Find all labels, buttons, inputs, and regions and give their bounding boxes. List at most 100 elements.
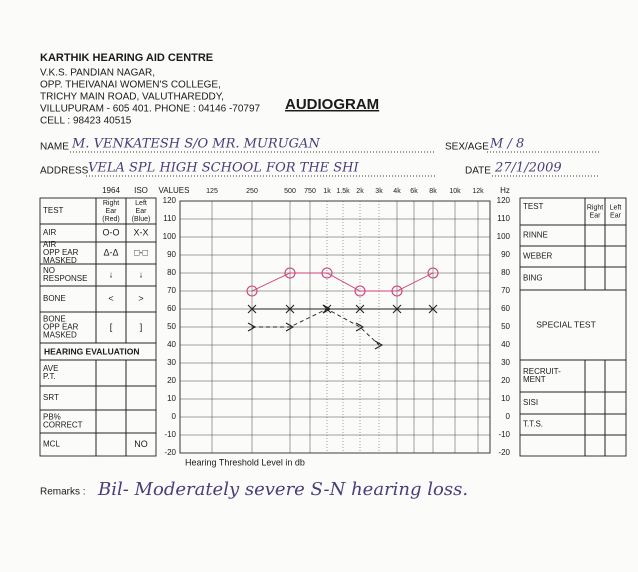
x-tick-label: 4k bbox=[393, 188, 401, 195]
cell-text: SISI bbox=[523, 398, 538, 407]
address-line: TRICHY MAIN ROAD, VALUTHAREDDY, bbox=[40, 92, 224, 103]
cell-text: AIR bbox=[43, 240, 57, 249]
table-cell bbox=[604, 224, 627, 247]
title: AUDIOGRAM bbox=[285, 96, 379, 113]
cell-text: BONE bbox=[43, 294, 66, 303]
y-tick-label: 90 bbox=[167, 250, 176, 259]
x-tick-label: 12k bbox=[472, 188, 484, 195]
remarks-text: Bil- Moderately severe S-N hearing loss. bbox=[97, 479, 468, 500]
marker bbox=[354, 285, 366, 297]
sex-age-label: SEX/AGE bbox=[445, 142, 489, 153]
cell-text: OPP EAR bbox=[43, 323, 79, 332]
marker bbox=[321, 267, 333, 279]
name-label: NAME bbox=[40, 142, 69, 153]
y-tick-label: -20 bbox=[498, 448, 510, 457]
y-title: VALUES bbox=[159, 186, 190, 195]
marker bbox=[247, 322, 257, 332]
y-tick-label: 110 bbox=[497, 214, 510, 223]
hz-label: Hz bbox=[500, 186, 510, 195]
cell-text: WEBER bbox=[523, 252, 553, 261]
standard-label: ISO bbox=[134, 186, 148, 195]
cell-text: Right bbox=[103, 200, 119, 207]
cell-text: PB% bbox=[43, 413, 61, 422]
y-tick-label: 20 bbox=[501, 376, 510, 385]
y-tick-label: -10 bbox=[498, 430, 510, 439]
table-cell bbox=[604, 266, 627, 291]
cell-text: O-O bbox=[103, 227, 120, 237]
address-value: VELA SPL HIGH SCHOOL FOR THE SHI bbox=[88, 161, 360, 176]
cell-text: RESPONSE bbox=[43, 274, 87, 283]
cell-text: TEST bbox=[43, 206, 64, 215]
y-tick-label: 10 bbox=[167, 394, 176, 403]
x-tick-label: 8k bbox=[429, 188, 437, 195]
x-tick-label: 250 bbox=[246, 188, 258, 195]
table-cell bbox=[95, 409, 127, 434]
y-tick-label: 70 bbox=[501, 286, 510, 295]
cell-text: CORRECT bbox=[43, 421, 83, 430]
name-value: M. VENKATESH S/O MR. MURUGAN bbox=[71, 137, 320, 152]
x-tick-label: 3k bbox=[375, 188, 383, 195]
y-tick-label: 80 bbox=[167, 268, 176, 277]
address-line: VILLUPURAM - 605 401. PHONE : 04146 -707… bbox=[40, 104, 261, 115]
y-tick-label: 60 bbox=[167, 304, 176, 313]
x-tick-label: 2k bbox=[356, 188, 364, 195]
x-tick-label: 500 bbox=[284, 188, 296, 195]
cell-text: Right bbox=[587, 204, 603, 211]
x-tick-label: 1k bbox=[323, 188, 331, 195]
cell-text: □-□ bbox=[134, 247, 148, 257]
cell-text: BONE bbox=[43, 315, 66, 324]
table-cell bbox=[125, 385, 157, 411]
cell-text: (Red) bbox=[102, 216, 120, 223]
table-cell bbox=[584, 245, 606, 268]
cell-text: Δ-Δ bbox=[103, 247, 118, 257]
table-cell bbox=[604, 359, 627, 393]
marker bbox=[392, 304, 402, 314]
cell-text: TEST bbox=[523, 202, 544, 211]
y-tick-label: 50 bbox=[167, 322, 176, 331]
cell-text: BING bbox=[523, 274, 543, 283]
y-tick-label: 70 bbox=[167, 286, 176, 295]
marker bbox=[284, 267, 296, 279]
table-cell bbox=[604, 434, 627, 457]
marker bbox=[246, 285, 258, 297]
x-title: Hearing Threshold Level in db bbox=[185, 457, 305, 467]
date-label: DATE bbox=[465, 166, 491, 177]
marker bbox=[247, 304, 257, 314]
y-tick-label: -10 bbox=[164, 430, 176, 439]
cell-text: Left bbox=[610, 204, 622, 211]
table-cell bbox=[95, 432, 127, 457]
cell-text: > bbox=[138, 293, 143, 303]
date-value: 27/1/2009 bbox=[494, 161, 562, 176]
standard-label: 1964 bbox=[102, 186, 120, 195]
y-tick-label: 50 bbox=[501, 322, 510, 331]
cell-text: RINNE bbox=[523, 231, 548, 240]
y-tick-label: 30 bbox=[501, 358, 510, 367]
table-cell bbox=[584, 391, 606, 415]
table-cell bbox=[125, 359, 157, 387]
sex-age-value: M / 8 bbox=[489, 137, 524, 152]
marker bbox=[355, 322, 365, 332]
cell-text: ] bbox=[140, 322, 143, 332]
address-line: V.K.S. PANDIAN NAGAR, bbox=[40, 68, 155, 79]
cell-text: AVE bbox=[43, 364, 58, 373]
marker bbox=[391, 285, 403, 297]
y-tick-label: 120 bbox=[163, 196, 177, 205]
marker bbox=[427, 267, 439, 279]
cell-text: SRT bbox=[43, 393, 59, 402]
table-cell bbox=[125, 432, 157, 457]
cell-text: X-X bbox=[133, 227, 148, 237]
table-cell bbox=[95, 385, 127, 411]
clinic-name: KARTHIK HEARING AID CENTRE bbox=[40, 52, 213, 64]
cell-text: < bbox=[108, 293, 113, 303]
table-cell bbox=[95, 359, 127, 387]
x-tick-label: 125 bbox=[206, 188, 218, 195]
cell-text: NO bbox=[43, 266, 55, 275]
y-tick-label: 80 bbox=[501, 268, 510, 277]
table-cell bbox=[584, 413, 606, 436]
y-tick-label: 100 bbox=[163, 232, 177, 241]
cell-text: MENT bbox=[523, 375, 546, 384]
cell-text: [ bbox=[110, 322, 113, 332]
cell-text: AIR bbox=[43, 228, 57, 237]
x-tick-label: 750 bbox=[304, 188, 316, 195]
